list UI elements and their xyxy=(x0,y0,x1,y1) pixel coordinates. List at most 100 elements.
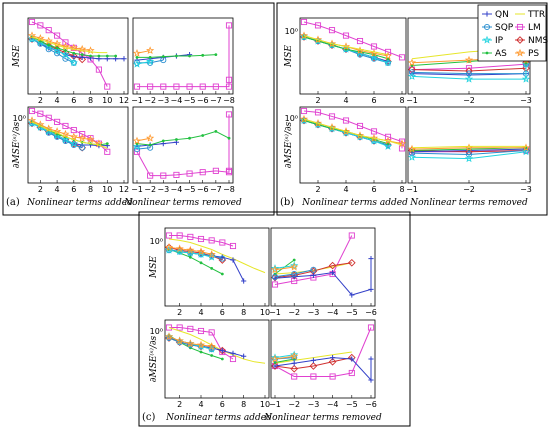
data-point-qn xyxy=(368,286,374,292)
data-point-ip xyxy=(27,118,37,127)
data-point-qn xyxy=(368,377,374,383)
data-point-as xyxy=(220,272,224,276)
data-point-ps xyxy=(196,247,206,256)
bottom-added-tick-label: 12 xyxy=(119,185,129,194)
series-line-ps xyxy=(168,246,212,255)
top-removed-tick-label: −1 xyxy=(406,96,418,105)
legend-marker-sqp xyxy=(483,23,491,31)
data-point-lm xyxy=(28,107,36,115)
legend: QN TTR SQP LM IP NMS AS PS xyxy=(477,4,548,62)
data-point-qn xyxy=(272,363,278,369)
panel-2: 2 4 6 8 10 −1 −2 −3 −4 −5 −62 4 6 8 10 −1 −2 −3 −4 −5 −6MSE∂… xyxy=(138,211,411,427)
bottom-added-tick-label: 2 xyxy=(315,185,320,194)
series-line-lm xyxy=(303,110,403,149)
data-point-ip xyxy=(186,248,195,257)
data-point-as xyxy=(135,55,139,59)
series-line-ps xyxy=(274,266,295,271)
data-point-as xyxy=(64,49,67,52)
bottom-removed-tick-label: −5 xyxy=(184,185,196,194)
top-added-tick-label: 10 xyxy=(260,308,270,317)
data-point-lm xyxy=(199,169,206,176)
bottom-removed-tick-label: −1 xyxy=(131,185,143,194)
data-point-sqp xyxy=(465,151,473,158)
series-line-lm xyxy=(169,235,234,247)
data-point-as xyxy=(175,54,178,58)
data-point-as xyxy=(148,55,152,59)
legend-label-sqp: SQP xyxy=(495,23,514,33)
data-point-as xyxy=(148,143,152,147)
data-point-nms xyxy=(328,261,337,270)
top-removed-tick-label: −7 xyxy=(210,96,222,105)
data-point-lm xyxy=(398,145,406,152)
top-added-tick-label: 4 xyxy=(343,96,348,105)
bottom-added-tick-label: 8 xyxy=(241,400,246,409)
y-tick-label-top: 10⁰ xyxy=(285,27,298,36)
data-point-ps xyxy=(196,340,206,349)
data-point-nms xyxy=(347,258,356,267)
data-point-lm xyxy=(356,37,364,45)
bottom-added-tick-label: 4 xyxy=(343,185,348,194)
data-point-ip xyxy=(132,59,142,68)
bottom-removed-tick-label: −3 xyxy=(157,185,169,194)
data-point-ps xyxy=(146,133,155,142)
data-point-ps xyxy=(86,135,95,144)
data-point-lm xyxy=(54,32,61,39)
y-axis-label-bottom: ∂MSE⁽ˢ⁾/∂s xyxy=(148,335,159,382)
top-removed-tick-label: −1 xyxy=(131,96,143,105)
series-line-ttr xyxy=(168,238,266,274)
data-point-qn xyxy=(349,292,355,298)
data-point-lm xyxy=(229,355,237,363)
top-added-tick-label: 6 xyxy=(371,96,376,105)
panel-0: 2 4 6 8 10 12 −1 −2 −3 −4 −5 −6 −7 −82 4 6 8 10 12 −1 −2 −3 −4… xyxy=(2,2,275,216)
series-line-sqp xyxy=(274,269,314,278)
data-point-sqp xyxy=(176,339,183,346)
data-point-lm xyxy=(45,114,52,121)
data-point-ps xyxy=(132,136,142,145)
top-removed-tick-label: −5 xyxy=(346,308,358,317)
data-point-lm xyxy=(219,239,226,246)
data-point-lm xyxy=(291,373,298,380)
data-point-nms xyxy=(290,364,299,373)
data-point-ps xyxy=(207,342,216,350)
data-point-lm xyxy=(348,369,355,377)
data-point-ps xyxy=(383,51,393,60)
top-removed-tick-label: −3 xyxy=(157,96,169,105)
data-point-ip xyxy=(69,58,78,67)
legend-label-ip: IP xyxy=(495,36,504,46)
data-point-nms xyxy=(218,256,227,264)
bottom-removed-tick-label: −8 xyxy=(223,185,235,194)
series-line-ttr xyxy=(303,118,403,146)
bottom-added-tick-label: 2 xyxy=(177,400,182,409)
bottom-removed-tick-label: −6 xyxy=(365,400,377,409)
x-axis-label-added: Nonlinear terms added xyxy=(165,413,272,423)
x-axis-label-removed: Nonlinear terms removed xyxy=(263,413,382,423)
data-point-lm xyxy=(225,111,233,118)
bottom-added-tick-label: 6 xyxy=(220,400,225,409)
data-point-lm xyxy=(147,83,154,90)
data-point-lm xyxy=(225,76,233,83)
series-line-ip xyxy=(168,249,212,258)
data-point-as xyxy=(97,54,101,58)
data-point-lm xyxy=(208,329,215,336)
bottom-removed-tick-label: −5 xyxy=(346,400,358,409)
data-point-lm xyxy=(199,83,206,90)
data-point-ps xyxy=(175,336,184,345)
data-point-lm xyxy=(45,27,52,34)
top-removed-tick-label: −4 xyxy=(327,308,339,317)
data-point-lm xyxy=(328,113,336,120)
bottom-removed-tick-label: −2 xyxy=(144,185,156,194)
data-point-lm xyxy=(208,237,215,244)
data-point-qn xyxy=(230,350,236,356)
top-added-tick-label: 12 xyxy=(119,96,129,105)
data-point-lm xyxy=(62,39,69,46)
data-point-lm xyxy=(310,373,317,380)
series-line-ttr xyxy=(168,327,266,364)
data-point-as xyxy=(161,55,165,59)
data-point-sqp xyxy=(147,59,154,66)
top-removed-tick-label: −2 xyxy=(463,96,475,105)
data-point-ps xyxy=(164,332,174,341)
data-point-as xyxy=(214,53,218,57)
data-point-qn xyxy=(219,254,225,260)
panel-label: (a) xyxy=(6,197,20,208)
data-point-ps xyxy=(175,244,184,253)
